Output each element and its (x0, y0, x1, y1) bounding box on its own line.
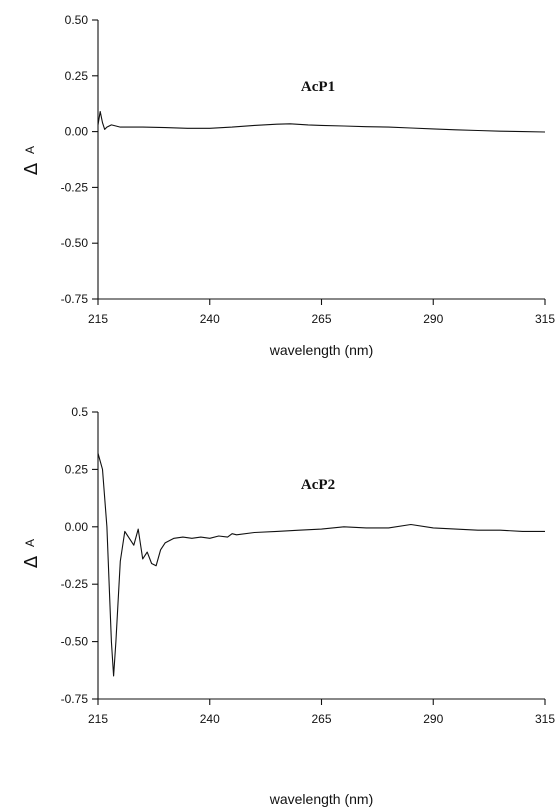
x-tick-label: 290 (423, 312, 443, 326)
y-tick-label: 0.00 (65, 125, 89, 139)
y-tick-label: 0.25 (65, 462, 89, 476)
y-tick-label: -0.50 (61, 635, 89, 649)
panel-title: AcP1 (301, 79, 335, 95)
y-tick-label: 0.25 (65, 69, 89, 83)
x-axis-title: wavelength (nm) (269, 791, 374, 807)
y-axis-title-sub: A (23, 539, 37, 547)
y-tick-label: 0.50 (65, 13, 89, 27)
x-tick-label: 240 (200, 312, 220, 326)
x-tick-label: 265 (311, 712, 331, 726)
y-tick-label: -0.50 (61, 236, 89, 250)
series-line (97, 453, 545, 677)
y-tick-label: 0.00 (65, 520, 89, 534)
y-tick-label: -0.75 (61, 292, 89, 306)
chart-panel-acp1: 0.50 0.25 0.00 -0.25 -0.50 -0.75 215 240 265 290 3… (21, 13, 555, 358)
x-axis-title: wavelength (nm) (269, 342, 374, 358)
chart-panel-acp2: 0.5 0.25 0.00 -0.25 -0.50 -0.75 215 240 265 290 31… (21, 405, 555, 807)
x-tick-label: 265 (311, 312, 331, 326)
x-tick-label: 290 (423, 712, 443, 726)
x-tick-label: 240 (200, 712, 220, 726)
y-axis-title: ΔA (21, 539, 42, 568)
x-tick-label: 315 (535, 312, 555, 326)
y-tick-label: 0.5 (71, 405, 88, 419)
series-line (97, 110, 546, 133)
x-tick-label: 215 (88, 312, 108, 326)
y-axis-title-symbol: Δ (21, 162, 42, 175)
panel-title: AcP2 (301, 477, 335, 493)
x-tick-label: 315 (535, 712, 555, 726)
y-tick-label: -0.75 (61, 692, 89, 706)
y-axis-title: ΔA (21, 146, 42, 175)
x-tick-label: 215 (88, 712, 108, 726)
y-tick-label: -0.25 (61, 577, 89, 591)
y-tick-label: -0.25 (61, 180, 89, 194)
y-axis-title-sub: A (23, 146, 37, 154)
y-axis-title-symbol: Δ (21, 555, 42, 568)
